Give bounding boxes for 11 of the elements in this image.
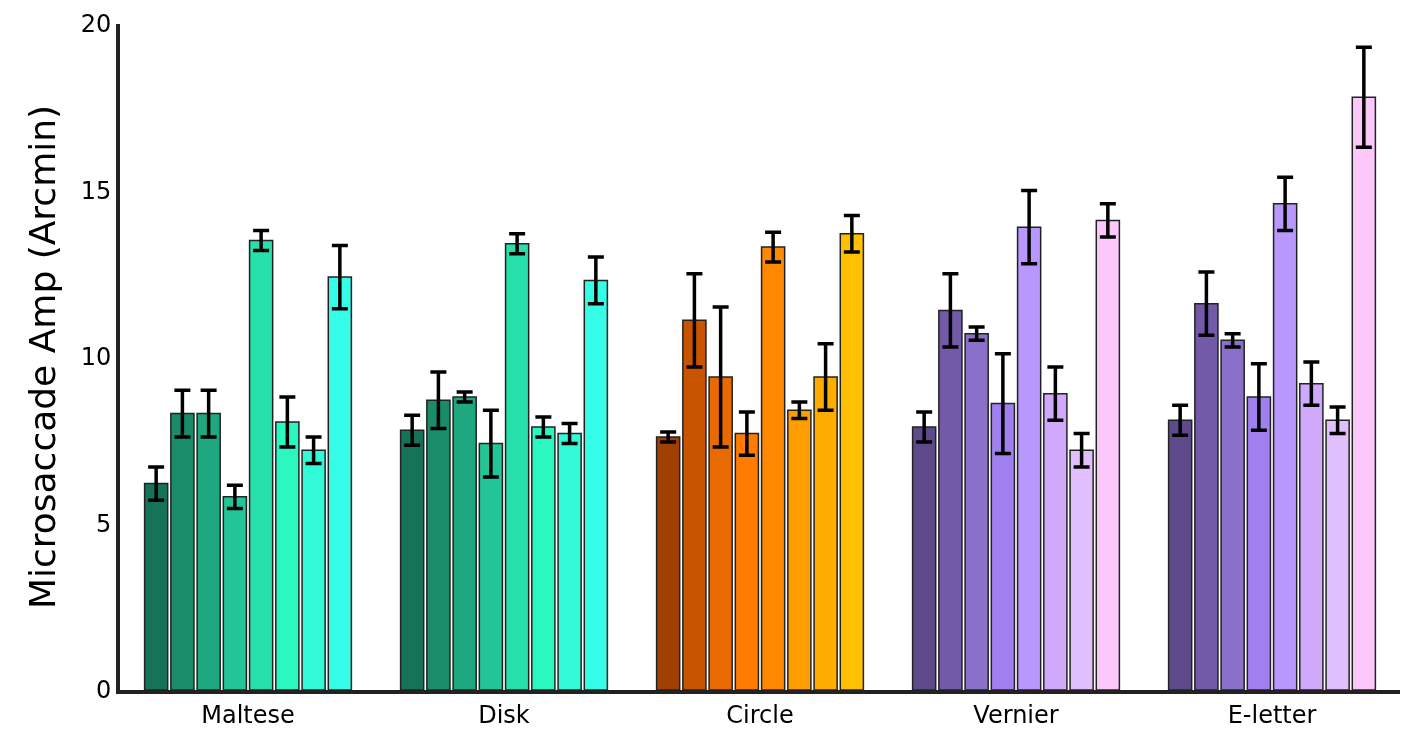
y-tick-label: 0 [95, 676, 112, 705]
x-tick-label: Vernier [973, 700, 1059, 729]
x-tick-label: Disk [478, 700, 530, 729]
y-tick-label: 15 [80, 176, 112, 205]
x-tick-label: Maltese [201, 700, 295, 729]
y-tick-label: 10 [80, 343, 112, 372]
y-tick-label: 20 [80, 10, 112, 39]
y-axis-title: Microsaccade Amp (Arcmin) [22, 104, 64, 610]
x-tick-label: Circle [726, 700, 794, 729]
y-tick-label: 5 [95, 509, 112, 538]
x-tick-label: E-letter [1227, 700, 1317, 729]
